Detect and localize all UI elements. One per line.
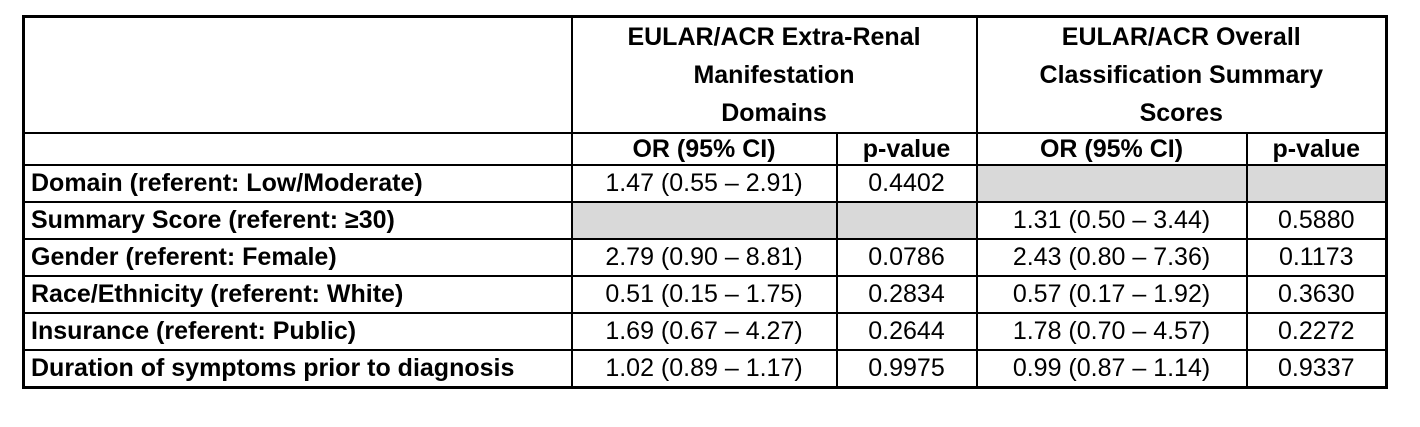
or-ci-cell: 1.69 (0.67 – 4.27) bbox=[570, 312, 838, 351]
p-value-cell: 0.2644 bbox=[835, 312, 978, 351]
row-label: Duration of symptoms prior to diagnosis bbox=[22, 349, 573, 388]
p-value-cell bbox=[1245, 164, 1388, 203]
table-row-insurance: Insurance (referent: Public) 1.69 (0.67 … bbox=[22, 312, 1388, 351]
or-ci-cell: 0.51 (0.15 – 1.75) bbox=[570, 275, 838, 314]
p-value-cell bbox=[835, 201, 978, 240]
table-row-gender: Gender (referent: Female) 2.79 (0.90 – 8… bbox=[22, 238, 1388, 277]
row-label: Insurance (referent: Public) bbox=[22, 312, 573, 351]
table-row-domain: Domain (referent: Low/Moderate) 1.47 (0.… bbox=[22, 164, 1388, 203]
row-label: Domain (referent: Low/Moderate) bbox=[22, 164, 573, 203]
sub-header-row: OR (95% CI) p-value OR (95% CI) p-value bbox=[22, 132, 1388, 166]
p-value-cell: 0.9975 bbox=[835, 349, 978, 388]
column-header-pvalue-1: p-value bbox=[835, 132, 978, 166]
or-ci-cell: 1.31 (0.50 – 3.44) bbox=[975, 201, 1248, 240]
row-label: Summary Score (referent: ≥30) bbox=[22, 201, 573, 240]
p-value-cell: 0.3630 bbox=[1245, 275, 1388, 314]
p-value-cell: 0.2272 bbox=[1245, 312, 1388, 351]
column-header-pvalue-2: p-value bbox=[1245, 132, 1388, 166]
column-header-or-1: OR (95% CI) bbox=[570, 132, 838, 166]
table-row-duration: Duration of symptoms prior to diagnosis … bbox=[22, 349, 1388, 388]
p-value-cell: 0.1173 bbox=[1245, 238, 1388, 277]
empty-subheader-cell bbox=[22, 132, 573, 166]
or-ci-cell: 0.99 (0.87 – 1.14) bbox=[975, 349, 1248, 388]
or-ci-cell bbox=[570, 201, 838, 240]
p-value-cell: 0.2834 bbox=[835, 275, 978, 314]
table-row-race-ethnicity: Race/Ethnicity (referent: White) 0.51 (0… bbox=[22, 275, 1388, 314]
or-ci-cell: 1.47 (0.55 – 2.91) bbox=[570, 164, 838, 203]
or-ci-cell: 1.78 (0.70 – 4.57) bbox=[975, 312, 1248, 351]
table-row-summary-score: Summary Score (referent: ≥30) 1.31 (0.50… bbox=[22, 201, 1388, 240]
group-header-extra-renal: EULAR/ACR Extra-Renal Manifestation Doma… bbox=[570, 15, 978, 134]
or-ci-cell: 1.02 (0.89 – 1.17) bbox=[570, 349, 838, 388]
p-value-cell: 0.4402 bbox=[835, 164, 978, 203]
or-ci-cell: 0.57 (0.17 – 1.92) bbox=[975, 275, 1248, 314]
empty-header-cell bbox=[22, 15, 573, 134]
or-ci-cell: 2.79 (0.90 – 8.81) bbox=[570, 238, 838, 277]
row-label: Race/Ethnicity (referent: White) bbox=[22, 275, 573, 314]
p-value-cell: 0.0786 bbox=[835, 238, 978, 277]
group-header-row: EULAR/ACR Extra-Renal Manifestation Doma… bbox=[22, 15, 1388, 134]
odds-ratio-table: EULAR/ACR Extra-Renal Manifestation Doma… bbox=[22, 15, 1389, 389]
p-value-cell: 0.5880 bbox=[1245, 201, 1388, 240]
or-ci-cell: 2.43 (0.80 – 7.36) bbox=[975, 238, 1248, 277]
column-header-or-2: OR (95% CI) bbox=[975, 132, 1248, 166]
group-header-overall: EULAR/ACR Overall Classification Summary… bbox=[975, 15, 1388, 134]
row-label: Gender (referent: Female) bbox=[22, 238, 573, 277]
or-ci-cell bbox=[975, 164, 1248, 203]
p-value-cell: 0.9337 bbox=[1245, 349, 1388, 388]
